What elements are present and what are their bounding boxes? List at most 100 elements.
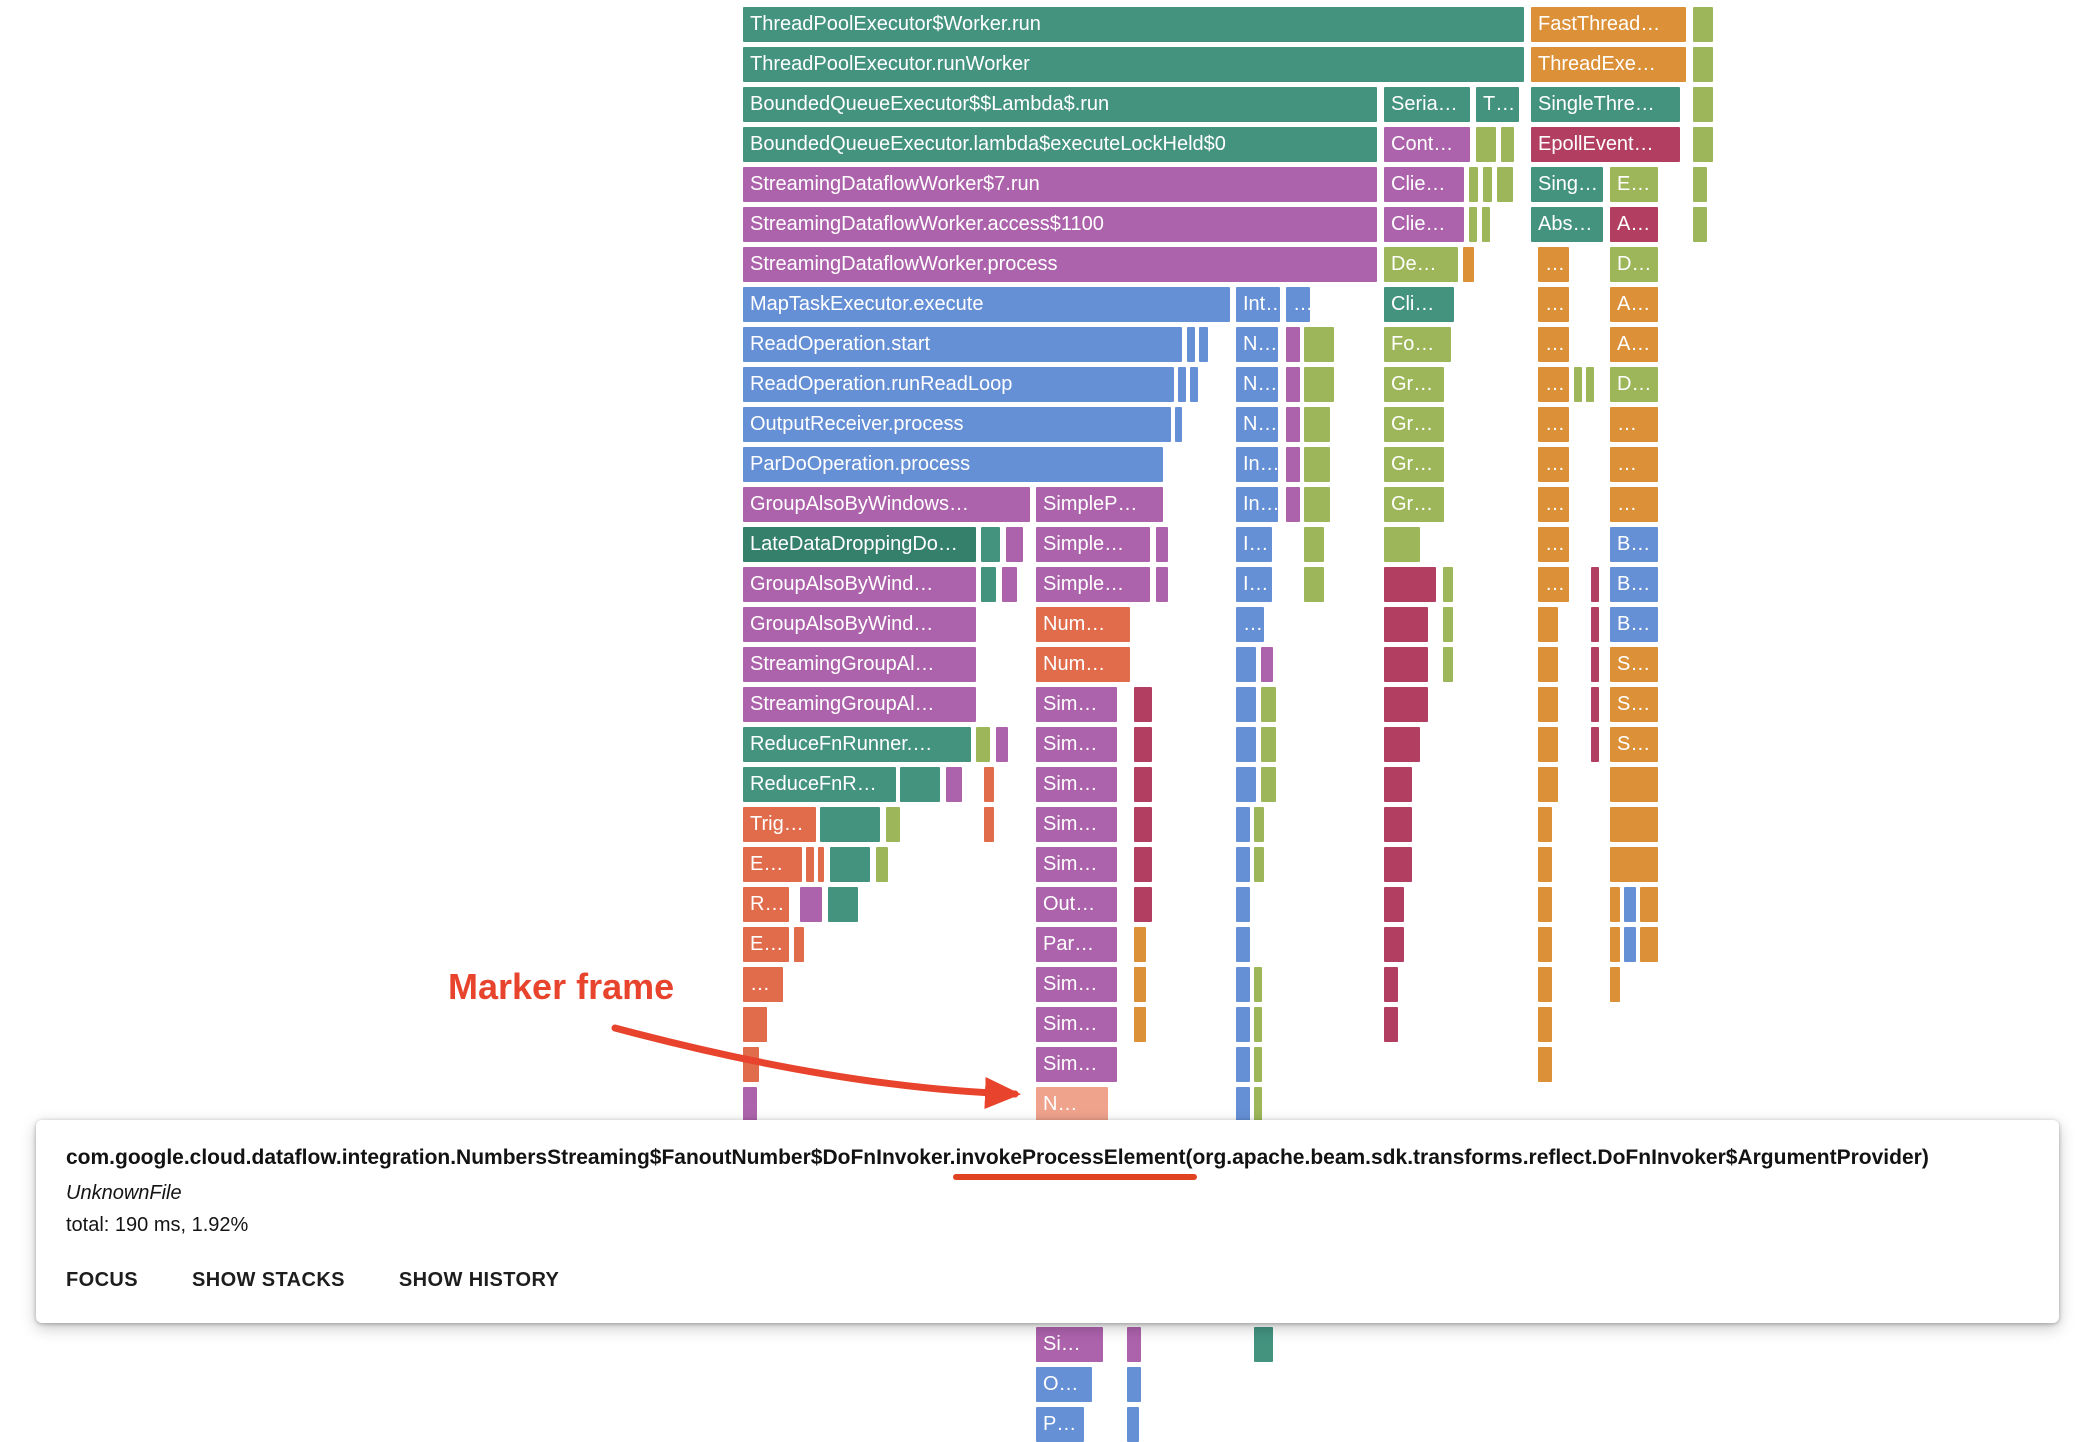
flame-frame[interactable] xyxy=(1199,327,1208,362)
flame-frame[interactable] xyxy=(1384,607,1428,642)
flame-frame[interactable] xyxy=(1304,327,1334,362)
flame-frame[interactable]: … xyxy=(743,967,783,1002)
flame-frame[interactable]: ReadOperation.runReadLoop xyxy=(743,367,1174,402)
flame-frame[interactable] xyxy=(1476,127,1496,162)
flame-frame[interactable]: Clie… xyxy=(1384,207,1464,242)
flame-frame[interactable] xyxy=(1236,1087,1250,1122)
flame-frame[interactable] xyxy=(1538,687,1558,722)
flame-frame[interactable]: ReduceFnR… xyxy=(743,767,896,802)
flame-frame[interactable] xyxy=(1624,887,1636,922)
flame-frame[interactable]: … xyxy=(1538,367,1569,402)
flame-frame[interactable]: MapTaskExecutor.execute xyxy=(743,287,1230,322)
flame-frame[interactable] xyxy=(1693,47,1713,82)
flame-frame[interactable] xyxy=(1538,807,1552,842)
flame-frame[interactable]: Trig… xyxy=(743,807,816,842)
flame-frame[interactable] xyxy=(1469,207,1477,242)
flame-frame[interactable]: I… xyxy=(1236,567,1272,602)
flame-frame[interactable]: Int… xyxy=(1236,287,1280,322)
flame-frame[interactable] xyxy=(1469,167,1478,202)
flame-frame[interactable] xyxy=(743,1047,759,1082)
flame-frame[interactable]: … xyxy=(1538,287,1569,322)
flame-frame[interactable]: O… xyxy=(1036,1367,1092,1402)
flame-frame[interactable]: Sim… xyxy=(1036,1047,1117,1082)
flame-frame[interactable]: N… xyxy=(1236,327,1278,362)
flame-frame[interactable] xyxy=(830,847,870,882)
flame-frame[interactable]: E… xyxy=(1610,167,1658,202)
flame-frame[interactable] xyxy=(1538,927,1552,962)
flame-frame[interactable] xyxy=(1384,1007,1398,1042)
flame-frame[interactable] xyxy=(1236,687,1256,722)
flame-frame[interactable] xyxy=(1610,767,1658,802)
flame-frame[interactable]: … xyxy=(1538,527,1569,562)
flame-frame[interactable]: R… xyxy=(743,887,789,922)
flame-frame[interactable] xyxy=(1574,367,1582,402)
flame-frame[interactable] xyxy=(1254,1007,1262,1042)
flame-frame[interactable] xyxy=(1254,967,1262,1002)
flame-frame[interactable]: ThreadPoolExecutor.runWorker xyxy=(743,47,1524,82)
flame-frame[interactable] xyxy=(1640,927,1658,962)
flame-frame[interactable]: S… xyxy=(1610,687,1658,722)
flame-frame[interactable]: GroupAlsoByWind… xyxy=(743,567,976,602)
flame-frame[interactable]: ReduceFnRunner.… xyxy=(743,727,971,762)
flame-frame[interactable] xyxy=(1640,887,1658,922)
flame-frame[interactable]: Cli… xyxy=(1384,287,1454,322)
flame-frame[interactable] xyxy=(1134,807,1152,842)
flame-frame[interactable] xyxy=(1610,967,1620,1002)
flame-frame[interactable]: Sim… xyxy=(1036,807,1117,842)
flame-frame[interactable]: StreamingDataflowWorker.process xyxy=(743,247,1377,282)
flame-frame[interactable]: Si… xyxy=(1036,1327,1103,1362)
flame-frame[interactable] xyxy=(1483,167,1492,202)
flame-frame[interactable] xyxy=(1384,727,1420,762)
flame-frame[interactable] xyxy=(1006,527,1023,562)
flame-frame[interactable] xyxy=(1254,1087,1262,1122)
flame-frame[interactable] xyxy=(1134,1007,1146,1042)
flame-frame[interactable]: In… xyxy=(1236,447,1278,482)
flame-frame[interactable]: I… xyxy=(1236,527,1272,562)
flame-frame[interactable]: Out… xyxy=(1036,887,1117,922)
flame-frame[interactable] xyxy=(743,1087,757,1122)
flame-frame[interactable]: Sim… xyxy=(1036,687,1117,722)
flame-frame[interactable] xyxy=(1384,527,1420,562)
flame-frame[interactable]: Gr… xyxy=(1384,447,1444,482)
flame-frame[interactable] xyxy=(1586,367,1594,402)
flame-frame[interactable] xyxy=(1175,407,1182,442)
flame-frame[interactable]: StreamingDataflowWorker.access$1100 xyxy=(743,207,1377,242)
flame-frame[interactable] xyxy=(1384,807,1412,842)
flame-frame[interactable]: … xyxy=(1538,487,1569,522)
flame-frame[interactable]: EpollEvent… xyxy=(1531,127,1680,162)
flame-frame[interactable] xyxy=(1134,847,1152,882)
flame-frame[interactable]: SimpleP… xyxy=(1036,487,1163,522)
flame-frame[interactable]: GroupAlsoByWindows… xyxy=(743,487,1030,522)
flame-frame[interactable] xyxy=(1286,487,1300,522)
flame-frame[interactable] xyxy=(1443,647,1453,682)
flame-frame[interactable] xyxy=(1610,887,1620,922)
flame-frame[interactable] xyxy=(1002,567,1017,602)
flame-frame[interactable] xyxy=(1187,327,1195,362)
flame-frame[interactable]: De… xyxy=(1384,247,1458,282)
flame-frame[interactable] xyxy=(886,807,900,842)
flame-frame[interactable] xyxy=(1304,487,1330,522)
flame-frame[interactable] xyxy=(1286,407,1300,442)
flame-frame[interactable] xyxy=(1443,607,1453,642)
flame-frame[interactable] xyxy=(1693,127,1713,162)
flame-frame[interactable] xyxy=(1538,727,1558,762)
flame-frame[interactable]: Sing… xyxy=(1531,167,1603,202)
flame-frame[interactable]: Gr… xyxy=(1384,367,1444,402)
flame-frame[interactable] xyxy=(1190,367,1198,402)
focus-button[interactable]: FOCUS xyxy=(66,1269,138,1291)
flame-frame[interactable] xyxy=(1384,967,1398,1002)
flame-frame[interactable] xyxy=(1134,967,1146,1002)
flame-frame[interactable]: Clie… xyxy=(1384,167,1464,202)
flame-frame[interactable] xyxy=(1304,527,1324,562)
flame-frame[interactable] xyxy=(1384,687,1428,722)
flame-frame[interactable]: StreamingGroupAl… xyxy=(743,687,976,722)
show-history-button[interactable]: SHOW HISTORY xyxy=(398,1269,560,1291)
flame-frame[interactable] xyxy=(1624,927,1636,962)
flame-frame[interactable] xyxy=(1384,887,1404,922)
flame-frame[interactable] xyxy=(1236,887,1250,922)
flame-frame[interactable] xyxy=(1304,367,1334,402)
flame-frame[interactable]: P… xyxy=(1036,1407,1084,1442)
flame-frame[interactable]: Seria… xyxy=(1384,87,1470,122)
flame-frame[interactable]: Abs… xyxy=(1531,207,1603,242)
flame-frame[interactable] xyxy=(1134,927,1146,962)
